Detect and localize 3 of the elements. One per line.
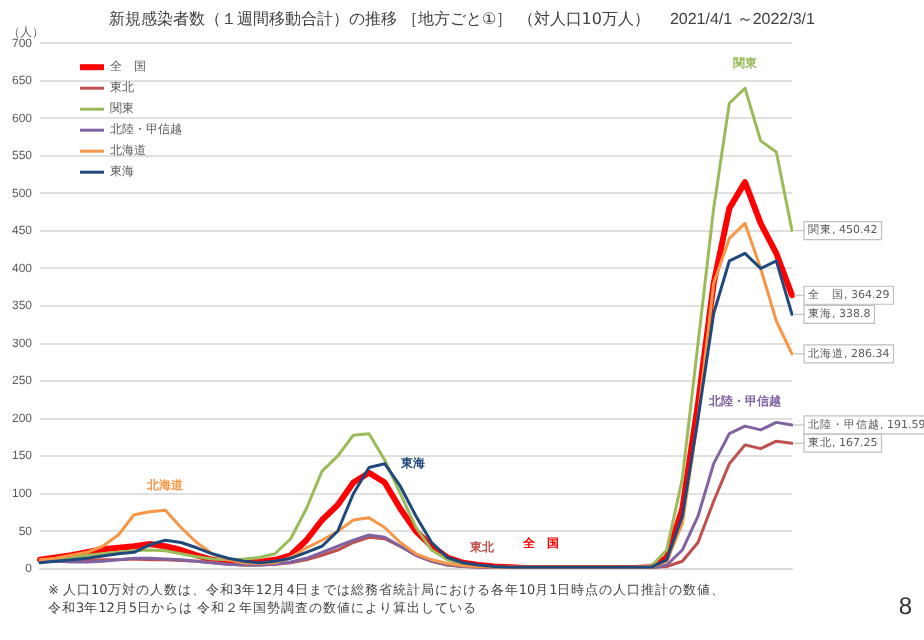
text: 8 [898,592,912,620]
chart-title: 新規感染者数（１週間移動合計）の推移 ［地方ごと①］ （対人口10万人） [109,10,650,28]
chart-subtitle: 2021/4/1 ～2022/3/1 [669,10,815,28]
